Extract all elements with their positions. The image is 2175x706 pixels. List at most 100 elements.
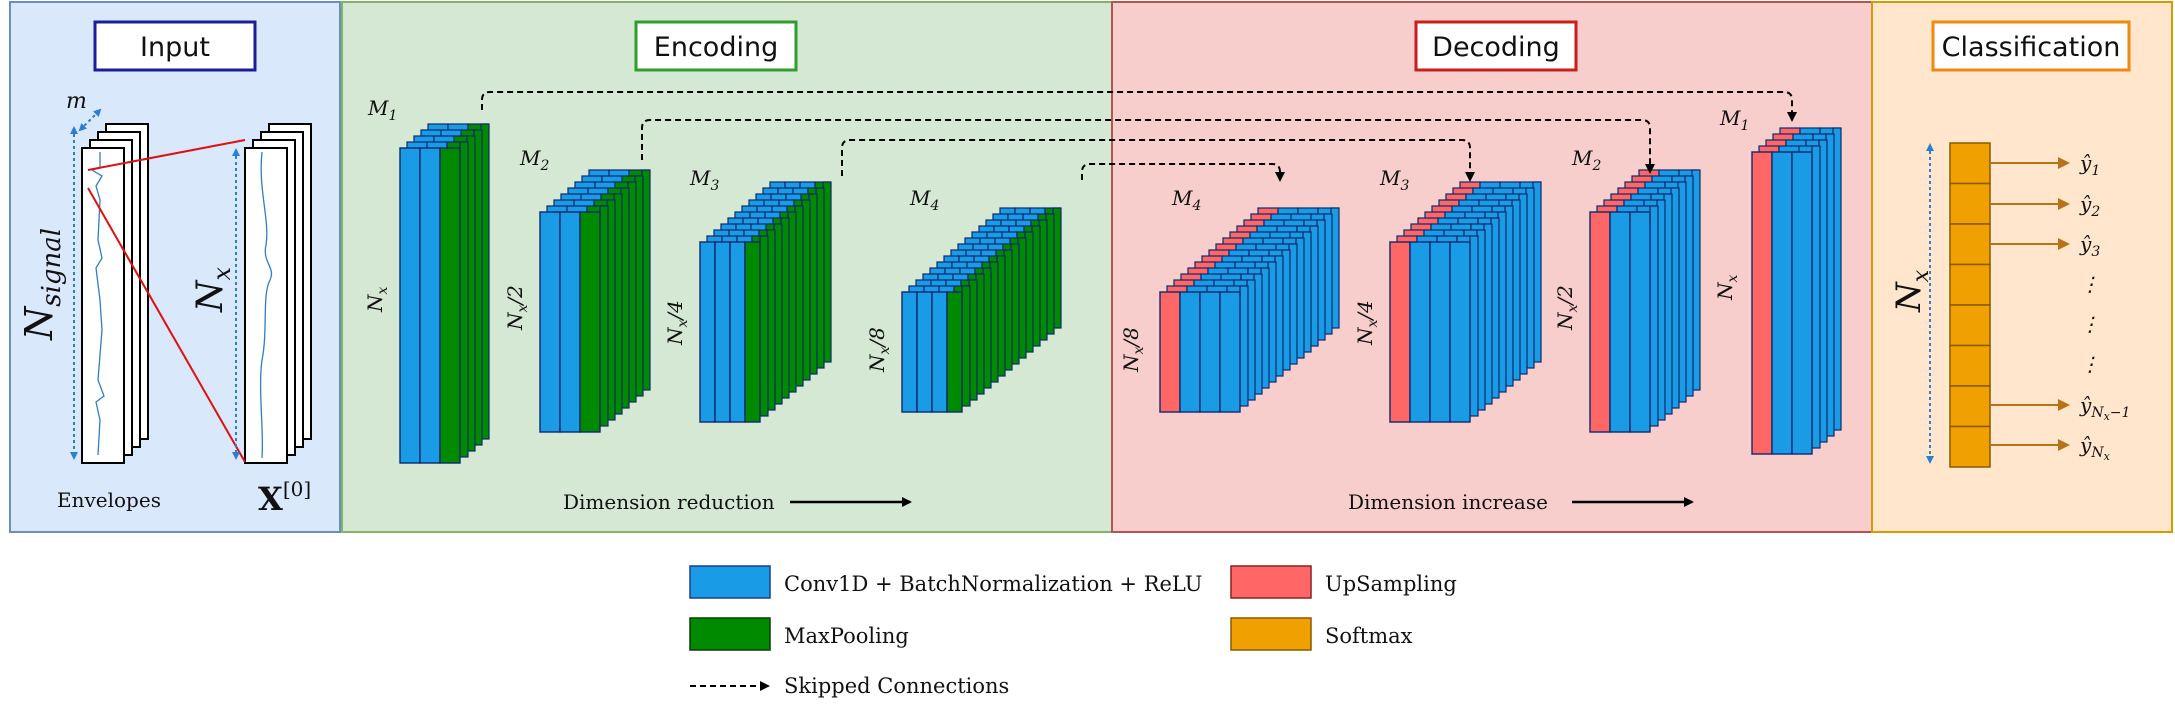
x0-stack (244, 123, 312, 464)
decoder-blocks (1159, 127, 1842, 455)
legend-upsampling-swatch (1230, 565, 1312, 599)
enc-block-2-side (599, 205, 609, 427)
softmax-cell (1949, 425, 1991, 468)
dimension-reduction-label: Dimension reduction (563, 490, 775, 514)
enc-block-3-face-conv (729, 241, 746, 423)
softmax-cell (1949, 223, 1991, 266)
enc-block-4-face-conv (901, 291, 918, 413)
enc-m4-label: M4 (909, 186, 939, 214)
dec-block-4 (1159, 207, 1340, 413)
input-stack-a-signal (90, 152, 105, 456)
enc-block-4-face-conv (931, 291, 948, 413)
envelopes-label: Envelopes (57, 488, 161, 512)
classification-title: Classification (1942, 32, 2121, 63)
svg-text:Nsignal: Nsignal (17, 228, 67, 341)
m-depth-arrow (78, 108, 102, 132)
decoding-title-box (1414, 20, 1578, 72)
dec-block-2-face-upsampling (1589, 211, 1611, 433)
output-label: ⋮ (2080, 312, 2100, 336)
enc-m2-label: M2 (519, 146, 549, 174)
enc-block-1 (399, 123, 490, 464)
skip-connection-1 (481, 91, 1797, 122)
dec-block-3 (1389, 181, 1542, 423)
enc-nx2-label: Nx/2 (503, 285, 531, 331)
decoding-title: Decoding (1432, 32, 1560, 63)
svg-text:Nx/2: Nx/2 (1553, 285, 1581, 331)
legend-conv-swatch (689, 565, 771, 599)
output-label: ŷ2 (2079, 192, 2100, 220)
output-label: ŷ1 (2079, 151, 2100, 179)
skip-connection-4 (1081, 163, 1285, 182)
input-title-box (93, 20, 257, 72)
dec-block-3-face-conv (1409, 241, 1431, 423)
dec-nx-label: Nx (1713, 275, 1741, 302)
dec-block-4-face-upsampling (1159, 291, 1181, 413)
x0-label: X[0] (258, 477, 311, 518)
enc-nx-label: Nx (363, 287, 391, 314)
dec-block-1 (1751, 127, 1842, 455)
enc-block-2-face-conv (559, 211, 581, 433)
softmax-cell (1949, 304, 1991, 347)
svg-text:Nx/8: Nx/8 (865, 327, 893, 373)
enc-m3-label: M3 (689, 166, 719, 194)
enc-block-3-face-conv (714, 241, 731, 423)
encoder-blocks (399, 123, 1062, 464)
dec-block-2 (1589, 169, 1701, 433)
svg-text:Nx/8: Nx/8 (1119, 327, 1147, 373)
input-stack-a-page (81, 147, 125, 464)
classification-panel (1871, 1, 2173, 533)
legend-upsampling-label: UpSampling (1325, 572, 1457, 596)
enc-block-4 (901, 207, 1062, 413)
enc-nx8-label: Nx/8 (865, 327, 893, 373)
svg-text:Nx/4: Nx/4 (1353, 300, 1381, 346)
dec-m3-label: M3 (1379, 166, 1409, 194)
legend-softmax-swatch (1230, 617, 1312, 651)
dec-block-4-face-conv (1179, 291, 1201, 413)
dec-nx8-label: Nx/8 (1119, 327, 1147, 373)
enc-block-2 (539, 169, 651, 433)
enc-block-3-side (759, 235, 769, 417)
enc-block-4-face-conv (916, 291, 933, 413)
output-label: ⋮ (2080, 352, 2100, 376)
softmax-cell (1949, 182, 1991, 225)
output-label: ⋮ (2080, 272, 2100, 296)
input-projection-line-top (87, 139, 246, 171)
legend-softmax-label: Softmax (1325, 624, 1413, 648)
output-label: ŷNx (2079, 433, 2111, 463)
output-label: ŷ3 (2079, 232, 2100, 260)
legend-conv-label: Conv1D + BatchNormalization + ReLU (784, 572, 1202, 596)
legend-maxpool-label: MaxPooling (784, 624, 909, 648)
dec-block-3-face-upsampling (1389, 241, 1411, 423)
encoding-title-box (634, 20, 798, 72)
dec-block-4-face-conv (1219, 291, 1241, 413)
svg-text:Nx: Nx (1713, 275, 1741, 302)
n-x-input-label: Nx (190, 267, 236, 314)
classification-title-box (1931, 20, 2131, 72)
softmax-cell (1949, 344, 1991, 387)
svg-text:Nx/2: Nx/2 (503, 285, 531, 331)
dec-nx2-label: Nx/2 (1553, 285, 1581, 331)
softmax-cell (1949, 385, 1991, 428)
softmax-column (1949, 142, 1991, 468)
input-title: Input (140, 32, 210, 63)
enc-m1-label: M1 (367, 96, 397, 124)
legend: Conv1D + BatchNormalization + ReLU MaxPo… (689, 565, 1457, 698)
skip-connection-3 (841, 139, 1475, 182)
dec-block-1-face-conv (1771, 151, 1793, 455)
enc-block-1-face-maxpool (439, 147, 461, 464)
dec-m1-label: M1 (1719, 106, 1749, 134)
enc-block-1-face-conv (399, 147, 421, 464)
encoding-title: Encoding (654, 32, 778, 63)
enc-block-1-face-conv (419, 147, 441, 464)
output-label: ŷNx−1 (2079, 393, 2130, 423)
svg-text:Nx: Nx (190, 267, 236, 314)
enc-block-4-side (961, 285, 971, 407)
encoder-labels: M1 M2 M3 M4 Nx Nx/2 Nx/4 Nx/8 (363, 96, 939, 373)
dec-block-4-face-conv (1199, 291, 1221, 413)
softmax-cell (1949, 142, 1991, 185)
dec-block-1-face-upsampling (1751, 151, 1773, 455)
dec-block-4-side (1239, 285, 1249, 407)
enc-block-2-face-maxpool (579, 211, 601, 433)
enc-block-3-face-conv (699, 241, 716, 423)
